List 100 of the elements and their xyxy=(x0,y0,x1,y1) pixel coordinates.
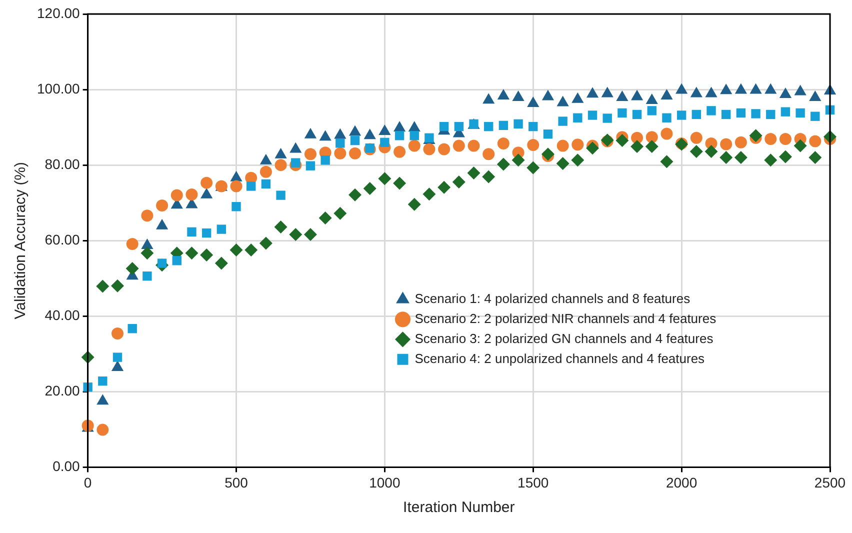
point xyxy=(808,151,822,164)
point xyxy=(289,228,302,242)
point xyxy=(586,142,600,155)
point xyxy=(126,262,139,276)
point xyxy=(572,138,584,151)
legend-label: Scenario 4: 2 unpolarized channels and 4 features xyxy=(414,351,706,366)
point xyxy=(764,154,778,167)
point xyxy=(96,424,109,436)
point xyxy=(320,156,330,165)
point xyxy=(645,140,658,154)
point xyxy=(200,176,213,189)
x-tick-label: 0 xyxy=(84,474,92,490)
point xyxy=(439,122,449,132)
y-tick-label: 100.00 xyxy=(36,80,80,96)
point xyxy=(363,182,376,195)
point xyxy=(676,110,686,120)
point xyxy=(618,108,627,118)
point xyxy=(558,116,568,126)
point xyxy=(496,158,510,171)
point xyxy=(616,134,629,148)
x-tick-label: 2500 xyxy=(814,474,846,490)
point xyxy=(304,228,317,242)
point xyxy=(304,148,316,160)
point xyxy=(142,272,152,281)
point xyxy=(408,121,420,132)
y-tick-label: 40.00 xyxy=(44,306,80,323)
point xyxy=(394,146,406,158)
point xyxy=(186,188,198,201)
x-axis-title: Iteration Number xyxy=(403,499,515,516)
point xyxy=(112,328,124,340)
point xyxy=(334,147,346,160)
point xyxy=(749,129,762,142)
point xyxy=(348,188,362,202)
point xyxy=(467,166,480,180)
x-tick-label: 500 xyxy=(224,474,248,490)
point xyxy=(482,148,495,160)
point xyxy=(527,139,540,152)
point xyxy=(571,154,584,167)
legend-label: Scenario 1: 4 polarized channels and 8 features xyxy=(414,291,691,306)
point xyxy=(394,131,404,140)
point xyxy=(764,133,777,146)
point xyxy=(766,110,776,120)
point xyxy=(779,133,792,146)
point xyxy=(172,256,182,266)
point xyxy=(336,138,345,148)
point xyxy=(408,140,420,152)
point xyxy=(541,148,554,161)
point xyxy=(468,140,480,152)
y-tick-label: 120.00 xyxy=(36,4,80,21)
point xyxy=(660,155,674,168)
y-tick-label: 0.00 xyxy=(52,458,80,474)
point xyxy=(809,135,822,148)
point xyxy=(690,132,702,144)
point xyxy=(380,138,390,148)
y-tick-label: 80.00 xyxy=(44,156,80,172)
point xyxy=(246,182,256,191)
point xyxy=(497,138,510,150)
point xyxy=(438,143,450,156)
point xyxy=(482,170,496,184)
point xyxy=(514,119,523,128)
point xyxy=(646,131,658,144)
point xyxy=(690,144,703,158)
point xyxy=(306,161,316,170)
point xyxy=(259,236,272,250)
point xyxy=(365,143,374,153)
point xyxy=(780,107,790,116)
point xyxy=(393,121,406,132)
point xyxy=(602,114,612,123)
point xyxy=(216,224,226,234)
point xyxy=(556,157,570,170)
point xyxy=(452,176,466,189)
point xyxy=(200,248,214,262)
point xyxy=(704,144,718,158)
point xyxy=(378,172,392,186)
y-axis-title: Validation Accuracy (%) xyxy=(12,162,30,320)
point xyxy=(156,199,168,212)
point xyxy=(422,188,436,201)
point xyxy=(350,136,360,146)
point xyxy=(438,180,451,194)
point xyxy=(96,280,110,293)
point xyxy=(140,246,154,260)
point xyxy=(261,179,271,189)
y-tick-label: 20.00 xyxy=(44,382,80,399)
point xyxy=(526,161,540,174)
point xyxy=(720,138,732,150)
point xyxy=(452,140,465,152)
point xyxy=(244,244,258,257)
point xyxy=(722,110,731,120)
point xyxy=(527,96,540,108)
point xyxy=(556,140,569,152)
point xyxy=(586,87,599,98)
point xyxy=(291,158,300,168)
point xyxy=(214,256,228,270)
point xyxy=(274,159,287,172)
point xyxy=(778,150,792,164)
point xyxy=(98,376,108,386)
point xyxy=(810,112,820,121)
x-tick-label: 2000 xyxy=(666,474,698,490)
point xyxy=(498,120,508,130)
point xyxy=(230,244,243,257)
